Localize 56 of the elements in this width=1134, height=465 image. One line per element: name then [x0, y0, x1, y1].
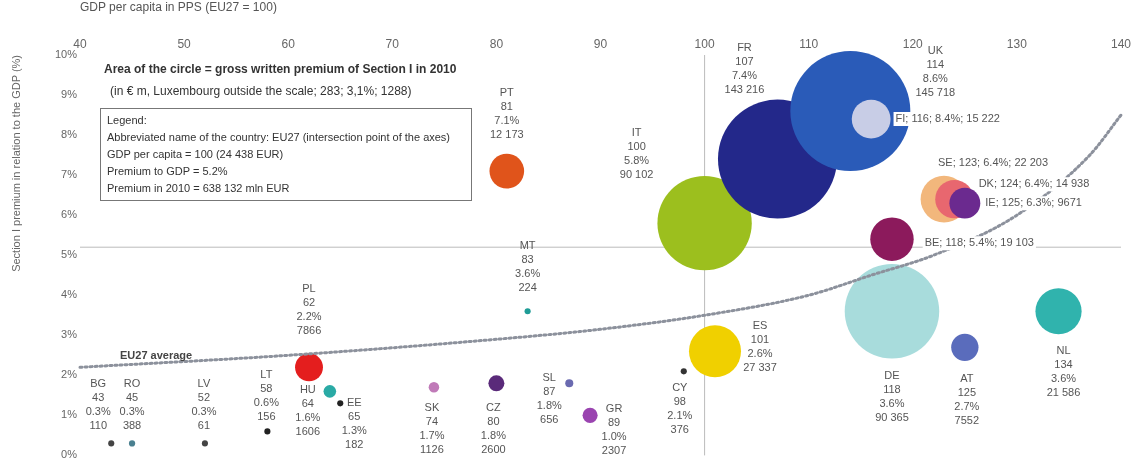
- x-tick-label: 70: [385, 37, 400, 52]
- data-label: FR 107 7.4% 143 216: [724, 40, 765, 95]
- x-tick-label: 100: [694, 37, 715, 52]
- line-series: [78, 113, 1123, 369]
- data-label: GR 89 1.0% 2307: [601, 401, 627, 456]
- data-label: BG 43 0.3% 110: [85, 376, 111, 431]
- annotation: Legend:: [107, 113, 148, 128]
- data-label: EE 65 1.3% 182: [341, 395, 367, 450]
- x-tick-label: 50: [177, 37, 192, 52]
- data-label: ES 101 2.6% 27 337: [743, 318, 777, 373]
- data-label: HU 64 1.6% 1606: [295, 382, 321, 437]
- x-tick-label: 90: [593, 37, 608, 52]
- data-label: PT 81 7.1% 12 173: [489, 85, 524, 140]
- annotation: GDP per capita = 100 (24 438 EUR): [107, 147, 285, 162]
- y-axis-title: Section I premium in relation to the GDP (%): [9, 55, 22, 272]
- data-label: DE 118 3.6% 90 365: [875, 368, 909, 423]
- x-tick-label: 60: [281, 37, 296, 52]
- data-label: IE; 125; 6.3%; 9671: [985, 196, 1082, 209]
- y-tick-label: 1%: [61, 408, 78, 421]
- data-label: BE; 118; 5.4%; 19 103: [924, 236, 1034, 249]
- series-label: EU27 average: [120, 348, 193, 361]
- x-axis-title: GDP per capita in PPS (EU27 = 100): [80, 0, 277, 14]
- annotation: Area of the circle = gross written premium of Section I in 2010: [104, 62, 457, 76]
- data-label: IT 100 5.8% 90 102: [619, 125, 654, 180]
- data-label: PL 62 2.2% 7866: [296, 281, 322, 336]
- y-tick-label: 5%: [61, 248, 78, 261]
- annotation: Abbreviated name of the country: EU27 (intersection point of the axes): [107, 130, 452, 145]
- y-tick-label: 6%: [61, 208, 78, 221]
- data-label: SL 87 1.8% 656: [536, 370, 563, 425]
- y-tick-label: 4%: [61, 288, 78, 301]
- y-tick-label: 3%: [61, 328, 78, 341]
- data-label: LV 52 0.3% 61: [191, 376, 217, 431]
- data-label: AT 125 2.7% 7552: [954, 371, 980, 426]
- y-tick-label: 2%: [61, 368, 78, 381]
- data-label: NL 134 3.6% 21 586: [1046, 343, 1081, 398]
- data-label: RO 45 0.3% 388: [119, 376, 145, 431]
- x-tick-label: 120: [902, 37, 924, 52]
- data-label: FI; 116; 8.4%; 15 222: [895, 112, 1000, 125]
- x-tick-label: 130: [1006, 37, 1028, 52]
- annotation: Premium in 2010 = 638 132 mln EUR: [107, 181, 291, 196]
- y-tick-label: 9%: [61, 88, 78, 101]
- y-tick-label: 7%: [61, 168, 78, 181]
- data-label: LT 58 0.6% 156: [253, 367, 280, 422]
- x-tick-label: 140: [1110, 37, 1132, 52]
- annotation: Premium to GDP = 5.2%: [107, 164, 229, 179]
- y-tick-label: 8%: [61, 128, 78, 141]
- x-tick-label: 110: [799, 37, 819, 52]
- data-label: SE; 123; 6.4%; 22 203: [937, 155, 1049, 168]
- data-label: CY 98 2.1% 376: [667, 380, 693, 435]
- data-label: SK 74 1.7% 1126: [419, 400, 445, 455]
- x-tick-label: 80: [489, 37, 504, 52]
- y-tick-label: 0%: [61, 448, 78, 461]
- data-label: DK; 124; 6.4%; 14 938: [978, 177, 1090, 190]
- data-label: CZ 80 1.8% 2600: [480, 400, 507, 455]
- annotation: (in € m, Luxembourg outside the scale; 283; 3,1%; 1288): [110, 84, 412, 98]
- data-label: MT 83 3.6% 224: [515, 238, 541, 293]
